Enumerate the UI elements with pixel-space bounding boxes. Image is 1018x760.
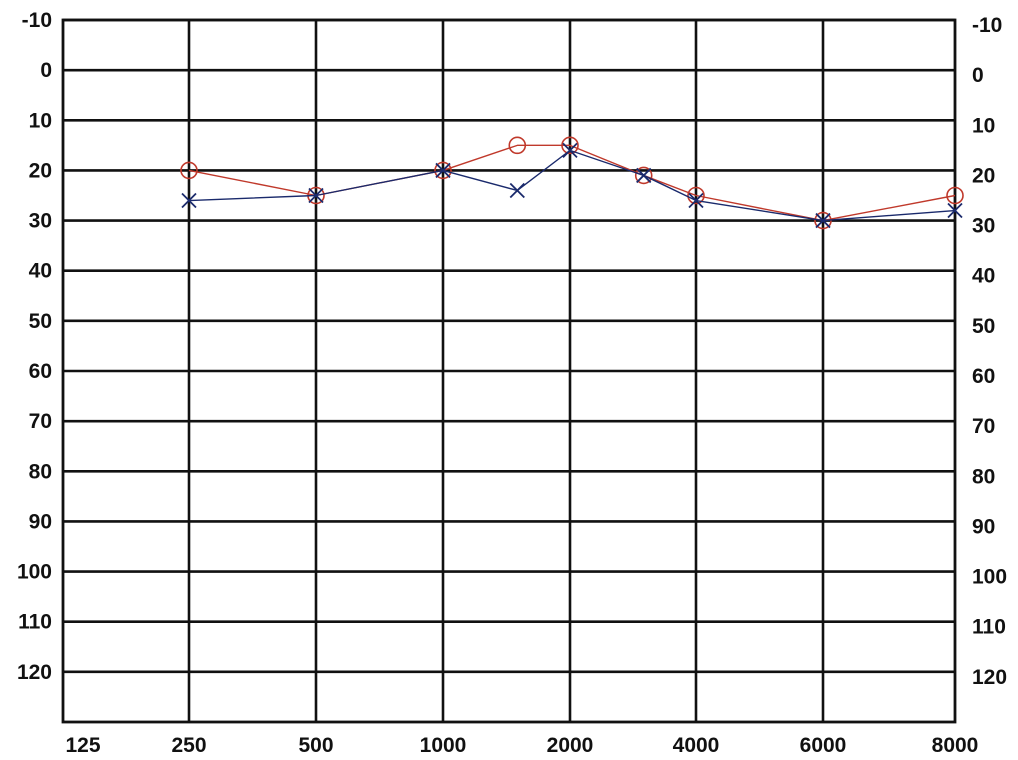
data-point-cross [636, 167, 652, 184]
data-point-cross [815, 212, 831, 229]
y-tick-label-right: 40 [972, 265, 995, 288]
x-tick-label: 6000 [800, 734, 847, 757]
data-point-circle [180, 161, 198, 180]
y-tick-label-left: 0 [40, 59, 52, 82]
data-point-cross [181, 192, 197, 209]
x-tick-label: 250 [171, 734, 206, 757]
x-tick-label: 500 [298, 734, 333, 757]
x-tick-label: 4000 [673, 734, 720, 757]
cross-stroke [181, 192, 197, 209]
data-point-cross [947, 202, 963, 219]
y-tick-label-left: 70 [29, 410, 52, 433]
cross-stroke [947, 202, 963, 219]
grid-lines [63, 18, 955, 722]
y-tick-label-right: -10 [972, 14, 1002, 37]
data-point-circle [687, 186, 705, 205]
y-tick-label-right: 80 [972, 465, 995, 488]
cross-stroke [435, 162, 451, 179]
y-tick-label-left: 20 [29, 159, 52, 182]
data-point-circle [561, 136, 579, 155]
y-tick-label-right: 70 [972, 415, 995, 438]
y-tick-label-right: 20 [972, 164, 995, 187]
plot-frame [61, 18, 957, 724]
y-tick-label-right: 50 [972, 315, 995, 338]
cross-stroke [688, 192, 704, 209]
data-point-cross [435, 162, 451, 179]
y-tick-label-right: 10 [972, 114, 995, 137]
y-tick-label-left: -10 [22, 9, 52, 32]
y-tick-label-right: 120 [972, 666, 1007, 689]
cross-stroke [562, 142, 578, 159]
y-tick-label-left: 90 [29, 510, 52, 533]
y-tick-label-left: 80 [29, 460, 52, 483]
cross-stroke [509, 182, 525, 199]
x-tick-label: 2000 [547, 734, 594, 757]
y-tick-label-left: 120 [17, 661, 52, 684]
tick-labels: -10 -10 0 0 10 10 20 20 30 30 40 40 50 50 60 60 70 70 80 80… [17, 9, 1007, 757]
data-series [180, 136, 964, 230]
data-point-circle [946, 186, 964, 205]
y-tick-label-left: 50 [29, 310, 52, 333]
x-tick-label: 1000 [420, 734, 467, 757]
x-tick-label: 8000 [932, 734, 979, 757]
y-tick-label-right: 100 [972, 566, 1007, 589]
y-tick-label-right: 30 [972, 215, 995, 238]
data-point-cross [688, 192, 704, 209]
y-tick-label-left: 30 [29, 210, 52, 233]
data-point-circle [634, 166, 653, 185]
data-point-cross [509, 182, 525, 199]
data-point-circle [508, 136, 527, 155]
cross-stroke [308, 187, 324, 204]
y-tick-label-right: 60 [972, 365, 995, 388]
cross-stroke [636, 167, 652, 184]
data-point-cross [308, 187, 324, 204]
y-tick-label-right: 90 [972, 515, 995, 538]
y-tick-label-left: 110 [18, 611, 52, 634]
cross-stroke [815, 212, 831, 229]
y-tick-label-right: 110 [972, 616, 1006, 639]
x-tick-label: 125 [65, 734, 100, 757]
y-tick-label-left: 10 [29, 109, 52, 132]
y-tick-label-left: 100 [17, 561, 52, 584]
y-tick-label-left: 40 [29, 260, 52, 283]
data-point-cross [562, 142, 578, 159]
y-tick-label-left: 60 [29, 360, 52, 383]
data-point-circle [434, 161, 452, 180]
y-tick-label-right: 0 [972, 64, 984, 87]
